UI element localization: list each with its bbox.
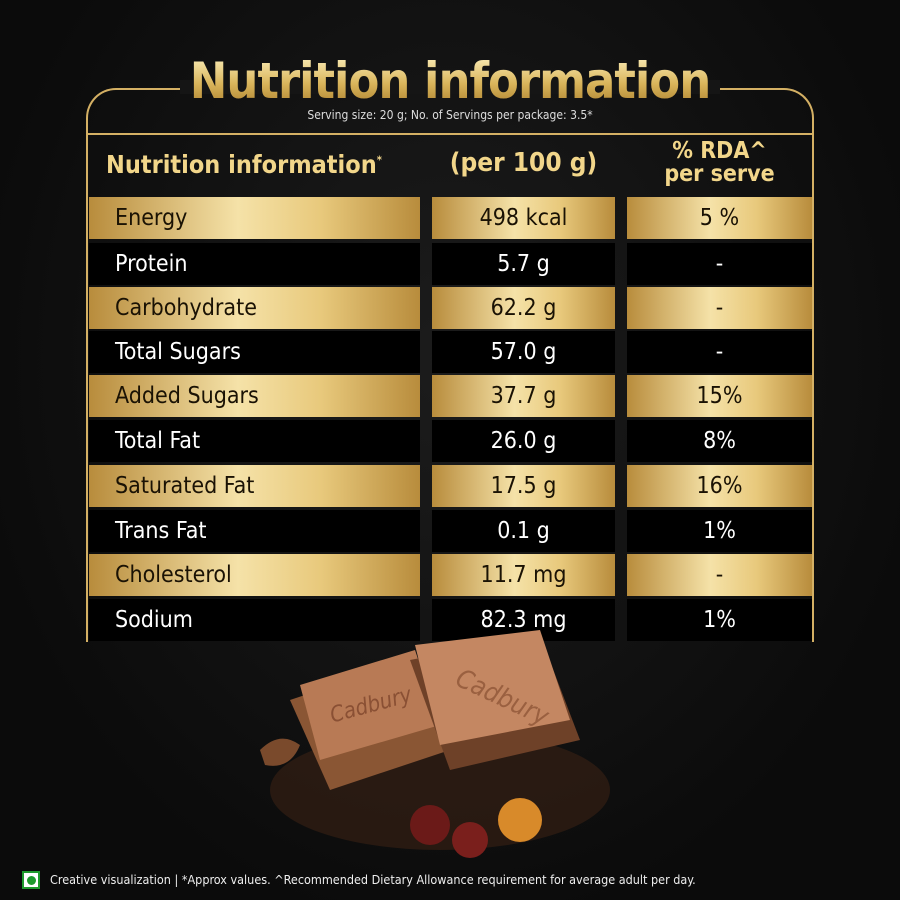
table-row: Total Fat 26.0 g 8% (89, 420, 812, 462)
nutrient-name: Cholesterol (89, 554, 420, 596)
rda-value: 5 % (627, 197, 812, 239)
per-100g-value: 62.2 g (432, 287, 615, 329)
per-100g-value: 11.7 mg (432, 554, 615, 596)
nutrient-name: Carbohydrate (89, 287, 420, 329)
divider (88, 133, 812, 135)
rda-value: 1% (627, 510, 812, 552)
table-row: Trans Fat 0.1 g 1% (89, 510, 812, 552)
footer-note: Creative visualization | *Approx values.… (50, 872, 696, 887)
rda-value: - (627, 554, 812, 596)
per-100g-value: 82.3 mg (432, 599, 615, 641)
rda-value: - (627, 243, 812, 285)
frame-gap (180, 80, 720, 94)
per-100g-value: 17.5 g (432, 465, 615, 507)
header-per100: (per 100 g) (449, 148, 598, 178)
table-row: Sodium 82.3 mg 1% (89, 599, 812, 641)
per-100g-value: 0.1 g (432, 510, 615, 552)
veg-mark-icon (22, 871, 40, 889)
nutrient-name: Protein (89, 243, 420, 285)
nutrient-name: Added Sugars (89, 375, 420, 417)
table-row: Carbohydrate 62.2 g - (89, 287, 812, 329)
nutrient-name: Energy (89, 197, 420, 239)
header-rda: % RDA^ per serve (664, 138, 775, 187)
rda-value: 1% (627, 599, 812, 641)
table-row: Cholesterol 11.7 mg - (89, 554, 812, 596)
header-nutrient: Nutrition information* (106, 150, 382, 179)
rda-value: - (627, 287, 812, 329)
nutrient-name: Trans Fat (89, 510, 420, 552)
table-row: Protein 5.7 g - (89, 243, 812, 285)
nutrient-name: Total Sugars (89, 331, 420, 373)
table-row: Total Sugars 57.0 g - (89, 331, 812, 373)
rda-value: 15% (627, 375, 812, 417)
per-100g-value: 498 kcal (432, 197, 615, 239)
table-row: Added Sugars 37.7 g 15% (89, 375, 812, 417)
nutrient-name: Total Fat (89, 420, 420, 462)
table-row: Saturated Fat 17.5 g 16% (89, 465, 812, 507)
nutrient-name: Saturated Fat (89, 465, 420, 507)
per-100g-value: 57.0 g (432, 331, 615, 373)
per-100g-value: 26.0 g (432, 420, 615, 462)
page-title: Nutrition information (0, 52, 900, 110)
rda-value: - (627, 331, 812, 373)
rda-value: 8% (627, 420, 812, 462)
table-row: Energy 498 kcal 5 % (89, 197, 812, 239)
per-100g-value: 5.7 g (432, 243, 615, 285)
rda-value: 16% (627, 465, 812, 507)
serving-info: Serving size: 20 g; No. of Servings per … (307, 108, 593, 122)
per-100g-value: 37.7 g (432, 375, 615, 417)
chocolate-image: Cadbury Cadbury (260, 630, 610, 858)
nutrient-name: Sodium (89, 599, 420, 641)
